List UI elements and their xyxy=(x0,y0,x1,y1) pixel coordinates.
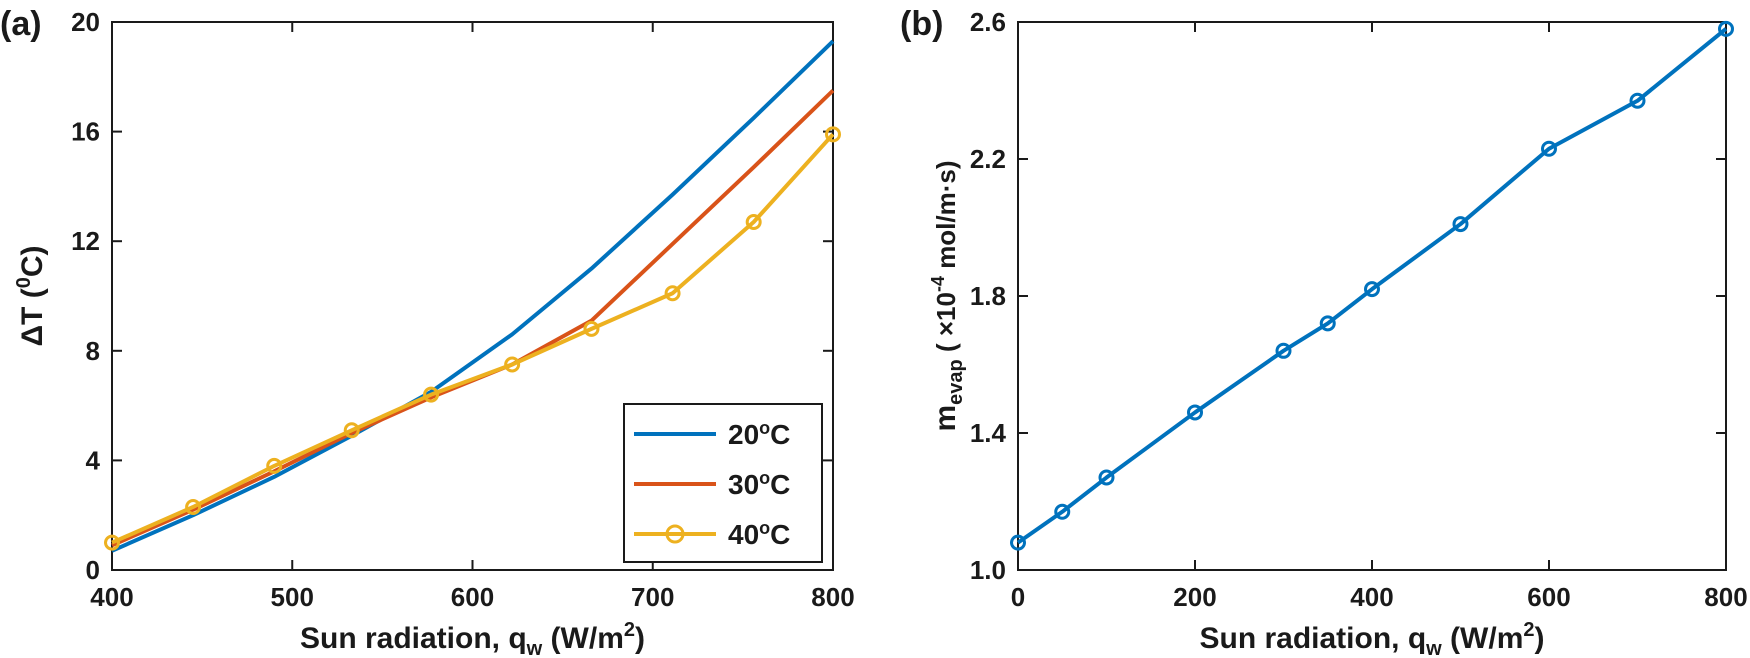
data-point xyxy=(1364,281,1380,298)
data-point xyxy=(1452,216,1469,233)
x-axis-title: Sun radiation, qw (W/m2) xyxy=(1199,619,1544,658)
data-point xyxy=(745,214,762,231)
x-tick-label: 800 xyxy=(811,582,854,612)
x-tick-label: 800 xyxy=(1704,582,1747,612)
y-tick-label: 0 xyxy=(86,555,100,585)
y-tick-label: 8 xyxy=(86,336,100,366)
chart-panel-b: 0 200 400 600 800 1.0 1.4 1.8 2.2 2.6 (b) Sun radia… xyxy=(900,5,1748,658)
data-point xyxy=(1010,534,1026,551)
series-line-0 xyxy=(111,39,835,553)
panel-label: (a) xyxy=(0,5,42,43)
legend-label: 20oC xyxy=(728,418,790,450)
series-line-2 xyxy=(111,132,835,545)
y-axis-title: ΔT (0C) xyxy=(13,246,49,347)
data-point xyxy=(104,534,120,551)
data-point xyxy=(664,285,681,302)
legend-label: 40oC xyxy=(728,518,790,550)
data-point xyxy=(343,422,360,439)
data-point xyxy=(1629,92,1646,109)
data-point xyxy=(1054,503,1071,520)
series-line-0 xyxy=(1016,27,1728,545)
y-tick-label: 1.8 xyxy=(970,281,1006,311)
y-axis-title: mevap ( ×10-4 mol/m·s) xyxy=(928,160,967,431)
legend: 20oC 30oC 40oC xyxy=(623,403,823,563)
x-tick-label: 400 xyxy=(90,582,133,612)
y-tick-label: 2.6 xyxy=(970,7,1006,37)
data-point xyxy=(504,356,521,373)
x-tick-label: 600 xyxy=(1527,582,1570,612)
y-tick-label: 1.4 xyxy=(970,418,1007,448)
data-point xyxy=(1718,20,1734,37)
x-tick-label: 600 xyxy=(451,582,494,612)
x-tick-label: 500 xyxy=(271,582,314,612)
y-tick-label: 1.0 xyxy=(970,555,1006,585)
legend-marker xyxy=(665,524,685,544)
data-point xyxy=(423,386,440,403)
data-point xyxy=(1187,404,1203,421)
data-point xyxy=(825,126,841,143)
y-tick-label: 4 xyxy=(86,445,101,475)
data-point xyxy=(1275,342,1292,359)
x-tick-label: 700 xyxy=(631,582,674,612)
x-tick-label: 200 xyxy=(1173,582,1216,612)
legend-label: 30oC xyxy=(728,468,790,500)
x-axis-title: Sun radiation, qw (W/m2) xyxy=(300,619,645,658)
panel-label: (b) xyxy=(900,5,943,43)
x-tick-label: 400 xyxy=(1350,582,1393,612)
y-tick-label: 20 xyxy=(71,7,100,37)
chart-panel-a: 400 500 600 700 800 0 4 8 12 16 20 (a) Sun radiation… xyxy=(0,5,855,658)
data-point xyxy=(1319,315,1336,332)
data-point xyxy=(185,498,202,515)
data-point xyxy=(583,320,600,337)
data-point xyxy=(266,457,283,474)
x-tick-label: 0 xyxy=(1011,582,1025,612)
data-point xyxy=(1541,140,1557,157)
data-point xyxy=(1098,469,1115,486)
y-tick-label: 2.2 xyxy=(970,144,1006,174)
y-tick-label: 12 xyxy=(71,226,100,256)
y-tick-label: 16 xyxy=(71,117,100,147)
